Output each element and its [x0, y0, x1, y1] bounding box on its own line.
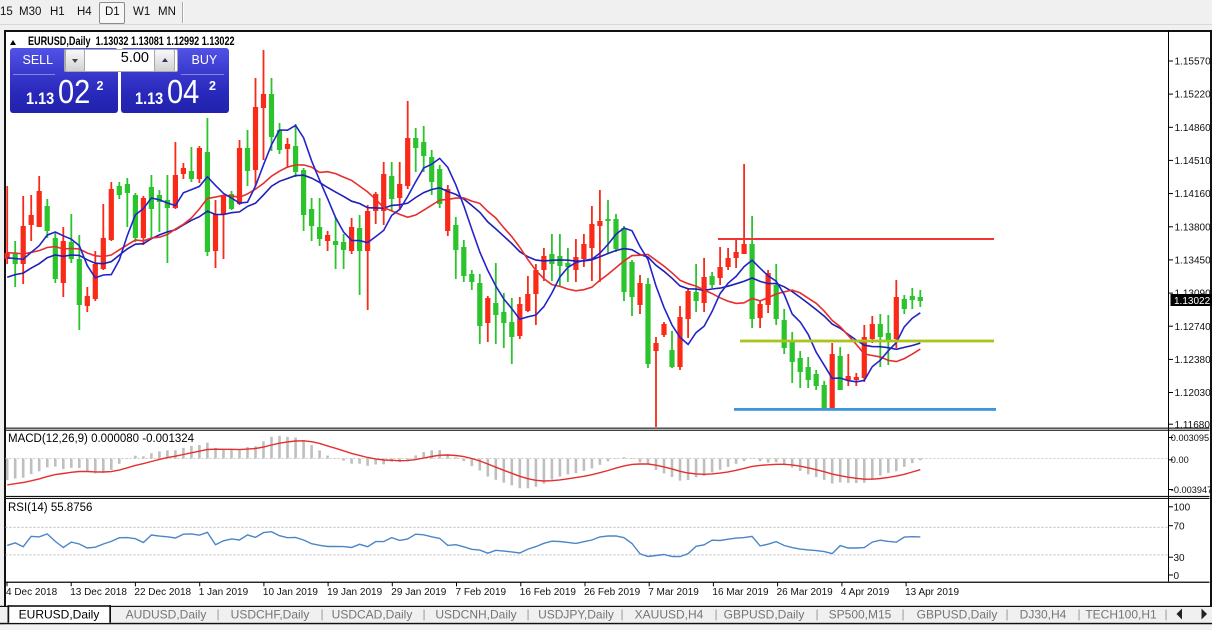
svg-text:1.12030: 1.12030 — [1175, 388, 1212, 399]
svg-text:7 Mar 2019: 7 Mar 2019 — [648, 587, 699, 598]
svg-text:|: | — [1077, 607, 1080, 621]
svg-text:13 Apr 2019: 13 Apr 2019 — [905, 587, 959, 598]
svg-text:0: 0 — [1174, 571, 1180, 582]
svg-text:|: | — [216, 607, 219, 621]
svg-text:26 Feb 2019: 26 Feb 2019 — [584, 587, 641, 598]
svg-text:USDJPY,Daily: USDJPY,Daily — [538, 608, 614, 622]
svg-text:-0.003947: -0.003947 — [1171, 485, 1212, 495]
svg-text:70: 70 — [1174, 522, 1186, 533]
svg-text:USDCNH,Daily: USDCNH,Daily — [435, 608, 516, 622]
svg-text:|: | — [1164, 607, 1167, 621]
svg-text:|: | — [422, 607, 425, 621]
svg-text:|: | — [526, 607, 529, 621]
svg-text:100: 100 — [1174, 503, 1191, 514]
svg-text:1.13800: 1.13800 — [1175, 222, 1212, 233]
svg-text:1.15570: 1.15570 — [1175, 57, 1212, 68]
svg-text:USDCAD,Daily: USDCAD,Daily — [332, 608, 413, 622]
svg-text:1.13022: 1.13022 — [1174, 296, 1211, 307]
svg-text:10 Jan 2019: 10 Jan 2019 — [263, 587, 318, 598]
svg-text:1.11680: 1.11680 — [1175, 420, 1211, 431]
svg-text:29 Jan 2019: 29 Jan 2019 — [391, 587, 446, 598]
svg-text:1.14510: 1.14510 — [1175, 156, 1212, 167]
svg-text:USDCHF,Daily: USDCHF,Daily — [231, 608, 310, 622]
svg-text:1.14160: 1.14160 — [1175, 189, 1212, 200]
svg-text:4 Dec 2018: 4 Dec 2018 — [6, 587, 58, 598]
svg-text:16 Feb 2019: 16 Feb 2019 — [520, 587, 577, 598]
svg-text:SP500,M15: SP500,M15 — [829, 608, 892, 622]
svg-text:EURUSD,Daily: EURUSD,Daily — [19, 608, 100, 622]
svg-text:13 Dec 2018: 13 Dec 2018 — [70, 587, 127, 598]
svg-text:22 Dec 2018: 22 Dec 2018 — [134, 587, 191, 598]
svg-text:16 Mar 2019: 16 Mar 2019 — [712, 587, 769, 598]
svg-text:DJ30,H4: DJ30,H4 — [1020, 608, 1067, 622]
svg-text:AUDUSD,Daily: AUDUSD,Daily — [126, 608, 207, 622]
svg-text:GBPUSD,Daily: GBPUSD,Daily — [724, 608, 805, 622]
svg-text:GBPUSD,Daily: GBPUSD,Daily — [917, 608, 998, 622]
svg-text:|: | — [1005, 607, 1008, 621]
svg-text:|: | — [320, 607, 323, 621]
svg-text:RSI(14) 55.8756: RSI(14) 55.8756 — [8, 502, 92, 514]
svg-text:|: | — [714, 607, 717, 621]
svg-text:|: | — [620, 607, 623, 621]
svg-text:19 Jan 2019: 19 Jan 2019 — [327, 587, 382, 598]
svg-text:MACD(12,26,9) 0.000080 -0.0013: MACD(12,26,9) 0.000080 -0.001324 — [8, 433, 195, 445]
svg-text:|: | — [901, 607, 904, 621]
svg-text:1.13450: 1.13450 — [1175, 256, 1212, 267]
svg-text:1.12380: 1.12380 — [1175, 355, 1212, 366]
svg-text:0.003095: 0.003095 — [1171, 433, 1209, 443]
svg-text:0.00: 0.00 — [1171, 455, 1189, 465]
svg-text:30: 30 — [1174, 553, 1186, 564]
svg-text:1.12740: 1.12740 — [1175, 322, 1212, 333]
svg-text:1 Jan 2019: 1 Jan 2019 — [199, 587, 249, 598]
svg-text:1.15220: 1.15220 — [1175, 90, 1212, 101]
svg-text:|: | — [815, 607, 818, 621]
svg-text:4 Apr 2019: 4 Apr 2019 — [841, 587, 890, 598]
svg-text:XAUUSD,H4: XAUUSD,H4 — [635, 608, 704, 622]
svg-text:26 Mar 2019: 26 Mar 2019 — [777, 587, 834, 598]
svg-text:1.14860: 1.14860 — [1175, 123, 1212, 134]
svg-text:TECH100,H1: TECH100,H1 — [1085, 608, 1157, 622]
svg-text:7 Feb 2019: 7 Feb 2019 — [456, 587, 507, 598]
